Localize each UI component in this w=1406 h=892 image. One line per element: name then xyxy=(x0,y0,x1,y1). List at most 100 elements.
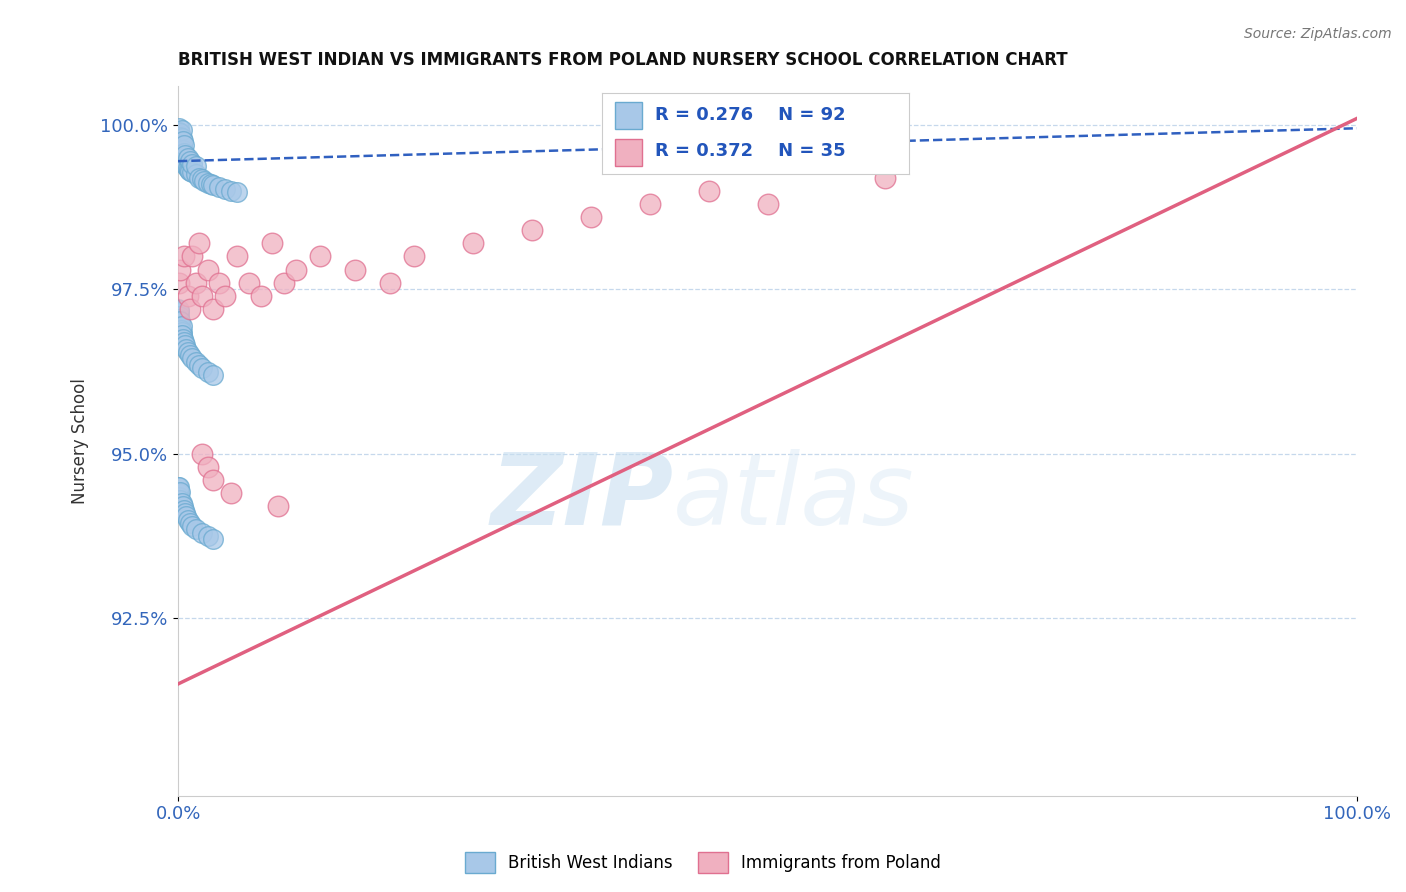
Point xyxy=(173,250,195,264)
Point xyxy=(179,516,201,530)
Point xyxy=(343,262,366,277)
Point xyxy=(219,486,242,500)
Point xyxy=(520,223,543,237)
Point xyxy=(170,123,193,137)
Point xyxy=(167,305,190,319)
Point xyxy=(167,276,190,290)
Point xyxy=(197,365,219,379)
Point xyxy=(200,177,222,191)
Point xyxy=(197,176,219,190)
Point xyxy=(875,170,897,185)
Point xyxy=(167,486,190,500)
Point xyxy=(380,276,402,290)
Point xyxy=(181,351,204,366)
Point xyxy=(202,473,225,487)
Point xyxy=(169,135,191,149)
Point xyxy=(176,289,198,303)
Point xyxy=(402,250,425,264)
Point xyxy=(188,236,211,251)
Point xyxy=(174,147,197,161)
Point xyxy=(173,502,195,516)
Point xyxy=(226,250,249,264)
Point xyxy=(167,131,190,145)
Point xyxy=(190,361,212,376)
Point xyxy=(172,151,194,165)
Point xyxy=(190,289,212,303)
Point xyxy=(179,154,201,169)
Point xyxy=(170,145,193,160)
Point xyxy=(167,309,190,323)
Point xyxy=(170,323,193,337)
Point xyxy=(202,302,225,317)
Point xyxy=(172,332,194,346)
Point xyxy=(188,358,211,372)
Point xyxy=(267,500,290,514)
Point xyxy=(169,132,191,146)
Point xyxy=(579,210,602,224)
Point xyxy=(190,447,212,461)
Point xyxy=(172,328,194,343)
Point xyxy=(190,172,212,186)
Point xyxy=(174,338,197,352)
Point xyxy=(173,137,195,152)
Point xyxy=(184,276,207,290)
Text: atlas: atlas xyxy=(673,449,915,546)
Point xyxy=(173,334,195,349)
Point xyxy=(179,302,201,317)
Legend: British West Indians, Immigrants from Poland: British West Indians, Immigrants from Po… xyxy=(458,846,948,880)
Text: ZIP: ZIP xyxy=(491,449,673,546)
Point xyxy=(172,500,194,514)
Point xyxy=(170,325,193,339)
Point xyxy=(167,490,190,504)
Point xyxy=(169,137,191,152)
Point xyxy=(170,131,193,145)
Point xyxy=(169,126,191,140)
Point xyxy=(273,276,295,290)
Point xyxy=(172,152,194,166)
Point xyxy=(202,368,225,382)
Point xyxy=(202,533,225,547)
Point xyxy=(202,178,225,193)
Point xyxy=(179,164,201,178)
Point xyxy=(756,197,779,211)
Point xyxy=(169,318,191,333)
Point xyxy=(170,496,193,510)
Point xyxy=(177,162,200,177)
Point xyxy=(461,236,484,251)
Point xyxy=(173,145,195,160)
Point xyxy=(176,159,198,173)
Point xyxy=(170,318,193,333)
Point xyxy=(169,141,191,155)
Point xyxy=(208,276,231,290)
Point xyxy=(169,315,191,329)
Point xyxy=(181,519,204,533)
Point xyxy=(167,312,190,326)
Point xyxy=(176,512,198,526)
Point xyxy=(285,262,308,277)
Point xyxy=(308,250,330,264)
Point xyxy=(179,348,201,362)
Point xyxy=(219,184,242,198)
Point xyxy=(197,262,219,277)
Point xyxy=(169,139,191,153)
Point xyxy=(226,185,249,199)
Point xyxy=(169,135,191,149)
Y-axis label: Nursery School: Nursery School xyxy=(72,377,89,504)
Point xyxy=(169,262,191,277)
Point xyxy=(172,143,194,157)
Point xyxy=(176,509,198,524)
Point xyxy=(638,197,661,211)
Point xyxy=(173,154,195,169)
Point xyxy=(697,184,720,198)
Point xyxy=(170,145,193,159)
Point xyxy=(172,147,194,161)
Point xyxy=(176,342,198,356)
Point xyxy=(167,303,190,318)
Point xyxy=(172,135,194,149)
Point xyxy=(169,129,191,144)
Point xyxy=(170,137,193,152)
Point xyxy=(190,525,212,540)
Point xyxy=(193,174,215,188)
Point xyxy=(262,236,284,251)
Text: BRITISH WEST INDIAN VS IMMIGRANTS FROM POLAND NURSERY SCHOOL CORRELATION CHART: BRITISH WEST INDIAN VS IMMIGRANTS FROM P… xyxy=(179,51,1067,69)
